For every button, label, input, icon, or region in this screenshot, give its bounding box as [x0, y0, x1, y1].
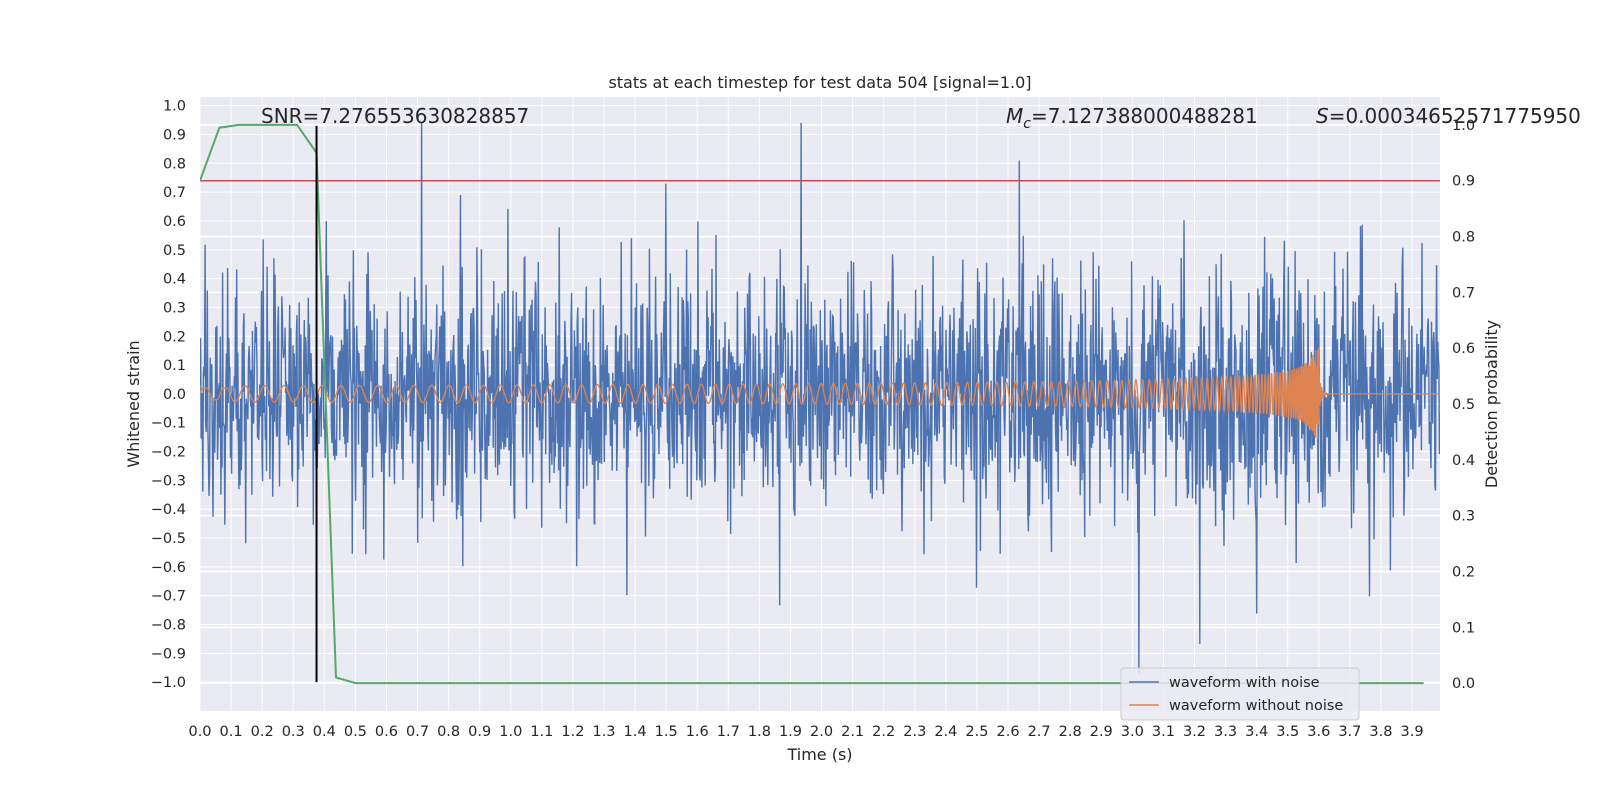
left-y-tick-label: 0.6: [163, 214, 186, 230]
left-y-tick-label: 0.1: [163, 358, 186, 374]
x-tick-label: 0.2: [251, 724, 274, 740]
x-tick-label: 0.1: [220, 724, 243, 740]
legend-label-clean: waveform without noise: [1169, 698, 1343, 714]
right-y-tick-label: 0.8: [1452, 230, 1475, 246]
legend-label-noisy: waveform with noise: [1169, 675, 1320, 691]
left-y-tick-label: −0.3: [151, 473, 186, 489]
left-y-tick-label: 0.3: [163, 300, 186, 316]
left-y-tick-label: −0.8: [151, 618, 186, 634]
x-tick-label: 1.3: [592, 724, 615, 740]
left-y-tick-label: 0.9: [163, 127, 186, 143]
x-tick-label: 0.3: [282, 724, 305, 740]
x-tick-label: 3.9: [1400, 724, 1423, 740]
x-tick-label: 1.1: [530, 724, 553, 740]
x-tick-label: 2.3: [903, 724, 926, 740]
legend-box: [1120, 667, 1360, 721]
right-y-tick-label: 0.2: [1452, 564, 1475, 580]
x-tick-label: 1.0: [499, 724, 522, 740]
chirp-mass-subscript: c: [1023, 116, 1031, 132]
left-y-tick-label: −1.0: [151, 675, 186, 691]
series-waveform-without-noise: [200, 347, 1440, 440]
x-tick-label: 3.0: [1121, 724, 1144, 740]
x-tick-label: 2.2: [872, 724, 895, 740]
x-tick-label: 2.8: [1059, 724, 1082, 740]
x-tick-label: 2.9: [1090, 724, 1113, 740]
right-y-tick-label: 0.9: [1452, 174, 1475, 190]
x-tick-label: 3.3: [1214, 724, 1237, 740]
right-y-tick-label: 1.0: [1452, 118, 1475, 134]
right-y-tick-label: 0.5: [1452, 397, 1475, 413]
x-ticks: 0.0 0.1 0.2 0.3 0.4 0.5 0.6 0.7 0.8 0.9 1.0 1.1 1.2 1…: [188, 724, 1423, 740]
s-annotation: S=0.00034652571775950: [1316, 104, 1581, 128]
x-tick-label: 3.2: [1183, 724, 1206, 740]
x-tick-label: 3.8: [1369, 724, 1392, 740]
x-tick-label: 0.0: [188, 724, 211, 740]
x-tick-label: 1.4: [624, 724, 647, 740]
right-y-tick-label: 0.1: [1452, 620, 1475, 636]
left-y-ticks: 1.0 0.9 0.8 0.7 0.6 0.5 0.4 0.3 0.2 0.1 0.0 −0.1 −0.…: [151, 99, 186, 692]
x-tick-label: 3.1: [1152, 724, 1175, 740]
x-tick-label: 0.7: [406, 724, 429, 740]
s-value: =0.00034652571775950: [1329, 104, 1581, 128]
chirp-mass-value: =7.127388000488281: [1031, 104, 1258, 128]
legend: waveform with noise waveform without noi…: [1120, 667, 1360, 721]
left-y-tick-label: −0.7: [151, 589, 186, 605]
x-tick-label: 0.9: [468, 724, 491, 740]
x-tick-label: 2.4: [934, 724, 957, 740]
x-tick-label: 2.5: [965, 724, 988, 740]
left-y-tick-label: 0.4: [163, 272, 186, 288]
left-y-tick-label: 0.2: [163, 329, 186, 345]
x-tick-label: 0.6: [375, 724, 398, 740]
x-tick-label: 3.5: [1276, 724, 1299, 740]
x-axis-label: Time (s): [786, 745, 852, 764]
x-tick-label: 1.6: [686, 724, 709, 740]
snr-annotation: SNR=7.276553630828857: [261, 104, 529, 128]
left-y-tick-label: 0.0: [163, 387, 186, 403]
right-y-tick-label: 0.4: [1452, 453, 1475, 469]
right-y-tick-label: 0.3: [1452, 509, 1475, 525]
s-symbol: S: [1316, 104, 1329, 128]
left-y-tick-label: −0.4: [151, 502, 186, 518]
x-tick-label: 1.5: [655, 724, 678, 740]
x-tick-label: 3.4: [1245, 724, 1268, 740]
right-y-tick-label: 0.6: [1452, 341, 1475, 357]
x-tick-label: 2.7: [1028, 724, 1051, 740]
chirp-mass-symbol: M: [1006, 104, 1023, 128]
left-y-tick-label: −0.6: [151, 560, 186, 576]
left-y-axis-label: Whitened strain: [124, 340, 143, 467]
left-y-tick-label: −0.2: [151, 445, 186, 461]
left-y-tick-label: −0.1: [151, 416, 186, 432]
left-y-tick-label: 1.0: [163, 99, 186, 115]
left-y-tick-label: −0.9: [151, 646, 186, 662]
x-tick-label: 1.8: [748, 724, 771, 740]
x-tick-label: 1.7: [717, 724, 740, 740]
chirp-mass-annotation: Mc=7.127388000488281: [1006, 104, 1258, 132]
right-y-axis-label: Detection probability: [1482, 320, 1501, 488]
x-tick-label: 1.9: [779, 724, 802, 740]
right-y-ticks: 1.0 0.9 0.8 0.7 0.6 0.5 0.4 0.3 0.2 0.1 0.0: [1452, 118, 1475, 692]
left-y-tick-label: 0.7: [163, 185, 186, 201]
series-detection-probability: [200, 123, 1424, 685]
x-tick-label: 1.2: [561, 724, 584, 740]
x-tick-label: 0.8: [437, 724, 460, 740]
x-tick-label: 3.6: [1307, 724, 1330, 740]
left-y-tick-label: −0.5: [151, 531, 186, 547]
x-tick-label: 2.6: [996, 724, 1019, 740]
chart-title: stats at each timestep for test data 504…: [608, 73, 1031, 92]
x-tick-label: 2.0: [810, 724, 833, 740]
x-tick-label: 3.7: [1338, 724, 1361, 740]
series-waveform-with-noise: [200, 122, 1440, 674]
left-y-tick-label: 0.5: [163, 243, 186, 259]
left-y-tick-label: 0.8: [163, 156, 186, 172]
right-y-tick-label: 0.0: [1452, 676, 1475, 692]
x-tick-label: 0.5: [344, 724, 367, 740]
right-y-tick-label: 0.7: [1452, 285, 1475, 301]
x-tick-label: 2.1: [841, 724, 864, 740]
x-tick-label: 0.4: [313, 724, 336, 740]
